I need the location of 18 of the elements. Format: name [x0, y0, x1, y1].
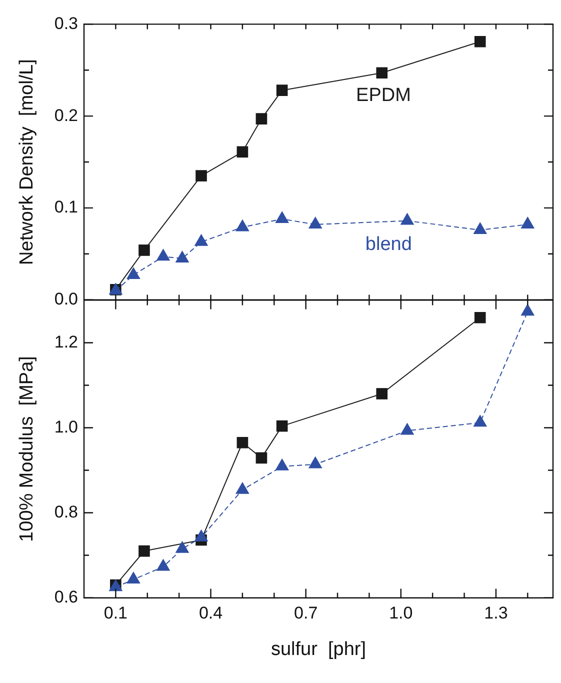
series-label: EPDM — [356, 85, 411, 106]
x-axis-title: sulfur [phr] — [270, 638, 366, 660]
y-axis-title: Network Density [mol/L] — [16, 59, 38, 265]
x-tick-label: 0.7 — [294, 604, 318, 623]
series-label: blend — [365, 234, 412, 255]
x-tick-label: 0.1 — [104, 604, 128, 623]
y-tick-label: 0.8 — [54, 502, 78, 522]
y-tick-label: 1.2 — [54, 332, 78, 352]
y-tick-label: 1.0 — [54, 417, 78, 436]
x-tick-label: 0.4 — [198, 604, 223, 623]
y-tick-label: 0.6 — [54, 587, 78, 606]
x-tick-label: 1.3 — [484, 604, 508, 623]
y-tick-label: 0.2 — [54, 106, 78, 125]
y-axis-title: 100% Modulus [MPa] — [16, 356, 38, 542]
y-tick-label: 0.0 — [54, 289, 78, 308]
y-tick-label: 0.1 — [54, 198, 78, 217]
y-tick-label: 0.3 — [54, 14, 78, 33]
x-tick-label: 1.0 — [389, 604, 413, 623]
